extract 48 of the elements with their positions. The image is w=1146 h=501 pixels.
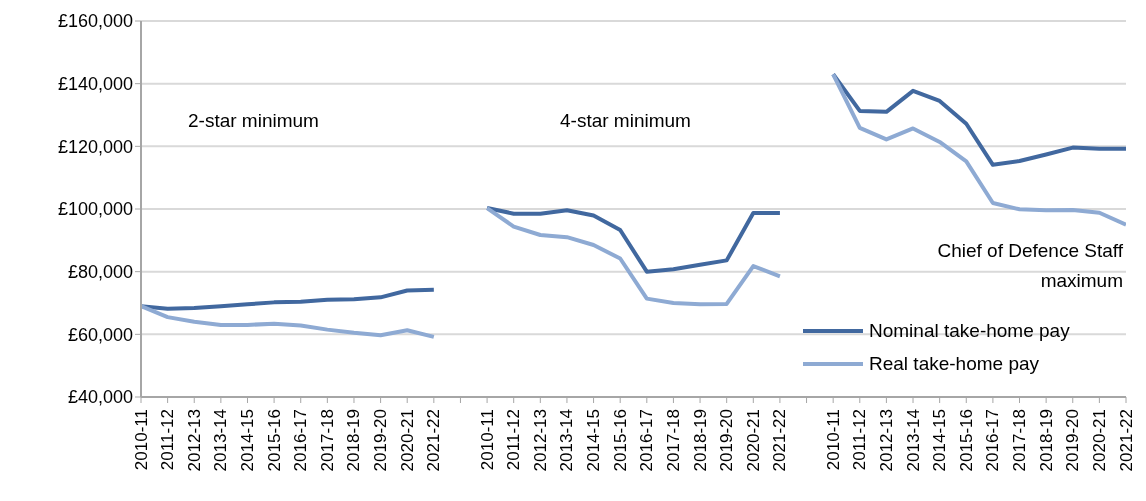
x-tick-label: 2018-19 [690, 409, 710, 472]
x-tick-label: 2017-18 [663, 409, 683, 472]
annotation: Chief of Defence Staff maximum [936, 239, 1123, 293]
x-tick-label: 2013-14 [211, 409, 231, 472]
x-tick-label: 2013-14 [557, 409, 577, 472]
x-tick-label: 2015-16 [956, 409, 976, 472]
x-tick-label: 2013-14 [903, 409, 923, 472]
x-tick-label: 2020-21 [397, 409, 417, 472]
annotation: 4-star minimum [560, 109, 692, 133]
y-tick-label: £40,000 [67, 387, 133, 408]
x-tick-label: 2014-15 [584, 409, 604, 472]
y-tick-label: £80,000 [67, 262, 133, 283]
x-tick-label: 2018-19 [1036, 409, 1056, 472]
x-tick-label: 2014-15 [930, 409, 950, 472]
x-tick-label: 2021-22 [1116, 409, 1136, 472]
y-tick-label: £60,000 [67, 324, 133, 345]
x-tick-label: 2010-11 [477, 409, 497, 471]
x-tick-label: 2017-18 [317, 409, 337, 472]
x-tick-label: 2021-22 [424, 409, 444, 472]
x-tick-label: 2015-16 [264, 409, 284, 472]
x-tick-label: 2010-11 [823, 409, 843, 471]
x-tick-label: 2019-20 [371, 409, 391, 472]
annotation: 2-star minimum [188, 109, 320, 133]
x-tick-label: 2016-17 [291, 409, 311, 472]
y-tick-label: £120,000 [57, 136, 133, 157]
x-tick-label: 2020-21 [743, 409, 763, 472]
y-tick-label: £160,000 [57, 11, 133, 32]
x-tick-label: 2020-21 [1089, 409, 1109, 472]
x-tick-label: 2011-12 [850, 409, 870, 471]
y-tick-label: £140,000 [57, 74, 133, 95]
x-tick-label: 2012-13 [184, 409, 204, 472]
x-tick-label: 2012-13 [876, 409, 896, 472]
x-tick-label: 2011-12 [504, 409, 524, 471]
x-tick-label: 2015-16 [610, 409, 630, 472]
x-tick-label: 2018-19 [344, 409, 364, 472]
x-tick-label: 2010-11 [131, 409, 151, 471]
x-tick-label: 2016-17 [637, 409, 657, 472]
x-tick-label: 2019-20 [1063, 409, 1083, 472]
x-tick-label: 2014-15 [237, 409, 257, 472]
x-tick-label: 2011-12 [158, 409, 178, 471]
x-tick-label: 2021-22 [770, 409, 790, 472]
x-tick-label: 2019-20 [717, 409, 737, 472]
y-tick-label: £100,000 [57, 199, 133, 220]
legend-label: Nominal take-home pay [869, 319, 1070, 342]
x-tick-label: 2017-18 [1010, 409, 1030, 472]
legend-label: Real take-home pay [869, 352, 1040, 375]
x-tick-label: 2016-17 [983, 409, 1003, 472]
x-tick-label: 2012-13 [530, 409, 550, 472]
